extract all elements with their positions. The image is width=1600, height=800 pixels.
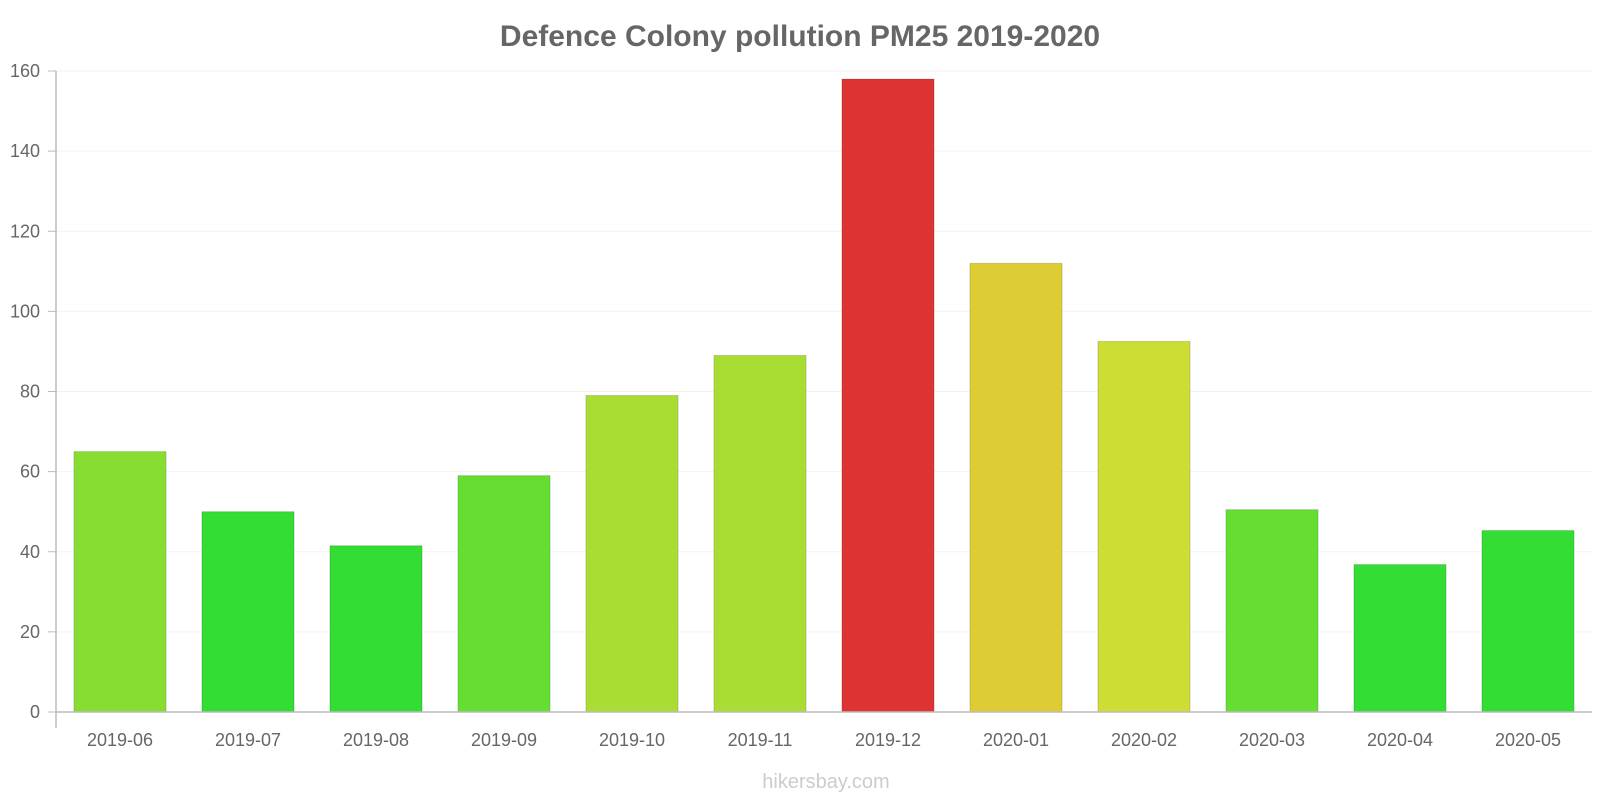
x-tick-label: 2019-08: [343, 730, 409, 750]
x-tick-label: 2019-06: [87, 730, 153, 750]
x-tick-label: 2019-09: [471, 730, 537, 750]
x-tick-label: 2019-07: [215, 730, 281, 750]
bar-2020-05: [1481, 530, 1575, 713]
bar-2019-06: [73, 451, 167, 713]
x-tick-label: 2019-10: [599, 730, 665, 750]
bar-2019-12: [841, 78, 935, 713]
bar-2020-02: [1097, 340, 1191, 713]
y-tick-label: 60: [20, 462, 40, 482]
y-tick-label: 80: [20, 382, 40, 402]
x-tick-label: 2019-11: [728, 730, 793, 750]
y-tick-label: 140: [10, 141, 40, 161]
x-tick-label: 2020-03: [1239, 730, 1305, 750]
bar-2019-10: [585, 395, 679, 713]
bar-2019-09: [457, 475, 551, 713]
bar-2019-07: [201, 511, 295, 713]
y-tick-label: 0: [30, 702, 40, 722]
y-tick-label: 160: [10, 61, 40, 81]
x-tick-label: 2020-01: [983, 730, 1049, 750]
gridlines: [56, 70, 1592, 633]
bar-2020-01: [969, 262, 1063, 713]
y-tick-label: 100: [10, 301, 40, 321]
bars: [73, 78, 1575, 713]
x-tick-label: 2019-12: [855, 730, 921, 750]
x-tick-label: 2020-02: [1111, 730, 1177, 750]
bar-2020-03: [1225, 509, 1319, 713]
watermark: hikersbay.com: [762, 771, 889, 793]
y-tick-label: 120: [10, 221, 40, 241]
x-tick-label: 2020-04: [1367, 730, 1433, 750]
bar-2019-11: [713, 354, 807, 713]
x-tick-label: 2020-05: [1495, 730, 1561, 750]
y-tick-label: 20: [20, 622, 40, 642]
bar-2019-08: [329, 545, 423, 713]
bar-2020-04: [1353, 564, 1447, 713]
chart-title: Defence Colony pollution PM25 2019-2020: [500, 20, 1100, 53]
x-axis-ticks: 2019-06 2019-07 2019-08 2019-09 2019-10 2019-…: [87, 730, 1561, 750]
y-tick-label: 40: [20, 542, 40, 562]
y-axis-ticks: 0 20 40 60 80 100 120 140 160: [10, 61, 56, 722]
